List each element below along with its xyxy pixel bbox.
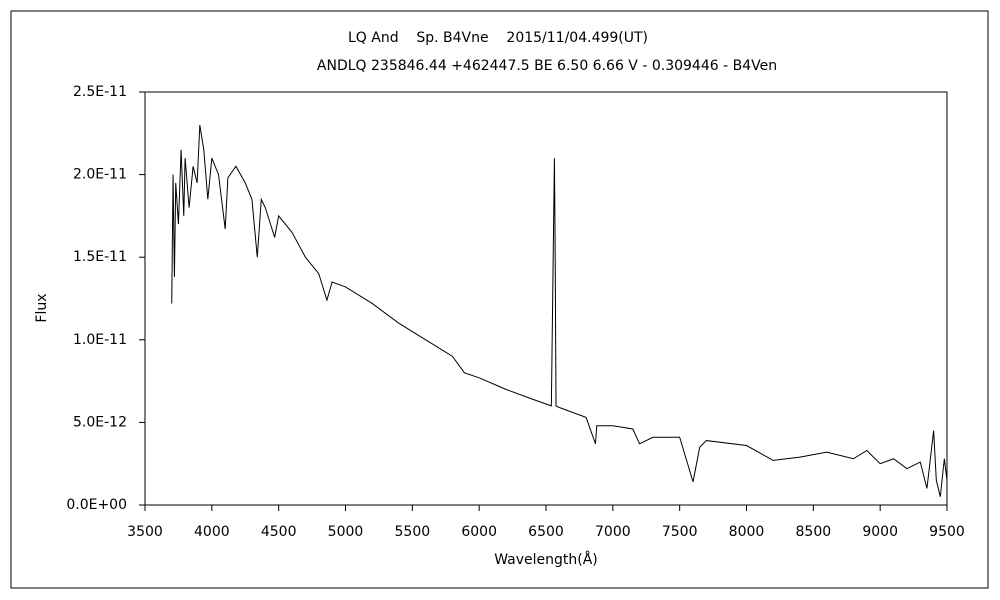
y-tick-label: 5.0E-12	[73, 414, 127, 430]
x-tick-label: 9000	[862, 524, 898, 540]
x-tick-label: 9500	[929, 524, 965, 540]
y-axis-label: Flux	[34, 293, 50, 322]
x-tick-label: 7500	[662, 524, 698, 540]
chart-subtitle: ANDLQ 235846.44 +462447.5 BE 6.50 6.66 V…	[317, 58, 777, 74]
spectrum-line	[171, 124, 948, 497]
x-tick-label: 4500	[261, 524, 297, 540]
y-tick-label: 1.0E-11	[73, 332, 127, 348]
x-tick-label: 6500	[528, 524, 564, 540]
x-tick-label: 6000	[461, 524, 497, 540]
x-tick-label: 5500	[395, 524, 431, 540]
plot-area	[144, 91, 948, 506]
x-tick-label: 3500	[127, 524, 163, 540]
x-tick-label: 8500	[796, 524, 832, 540]
x-tick-label: 5000	[328, 524, 364, 540]
x-axis-label: Wavelength(Å)	[494, 551, 598, 568]
chart-title: LQ And Sp. B4Vne 2015/11/04.499(UT)	[348, 30, 648, 46]
y-tick-label: 2.0E-11	[73, 167, 127, 183]
chart-frame	[10, 10, 989, 589]
y-tick-label: 0.0E+00	[66, 497, 127, 513]
x-tick-label: 7000	[595, 524, 631, 540]
y-tick-label: 1.5E-11	[73, 249, 127, 265]
x-tick-label: 8000	[729, 524, 765, 540]
x-tick-label: 4000	[194, 524, 230, 540]
y-tick-label: 2.5E-11	[73, 84, 127, 100]
